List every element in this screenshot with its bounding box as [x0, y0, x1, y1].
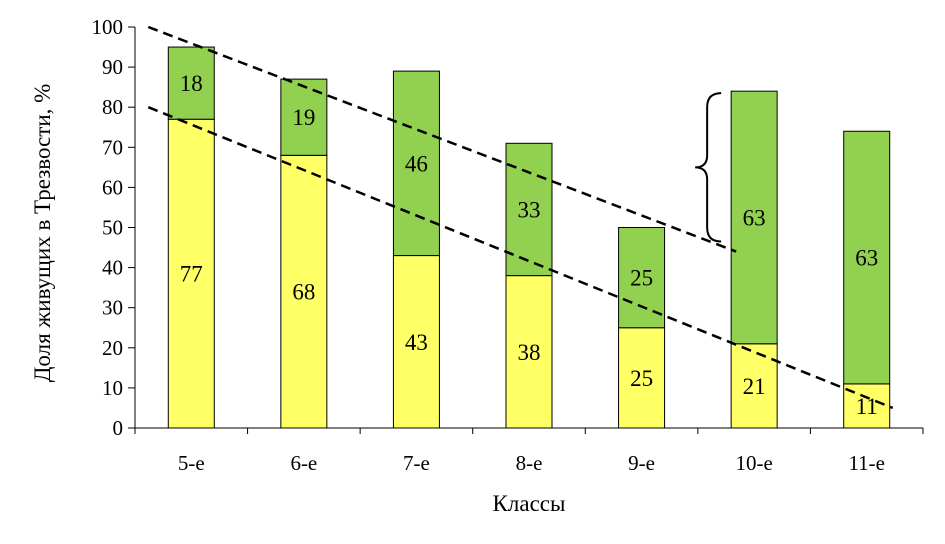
bar-value-label: 46: [405, 151, 428, 176]
bar-value-label: 21: [743, 374, 766, 399]
y-tick-label: 40: [102, 256, 123, 280]
bar-segment: [618, 327, 666, 429]
curly-brace: [695, 92, 722, 243]
annotations: [695, 92, 722, 243]
bar-segment: [730, 343, 778, 429]
y-axis-ticks: 0 10 20 30 40 50 60 70 80 90 100: [92, 15, 135, 440]
bar-segment: [618, 227, 666, 329]
x-axis-ticks: 5-е 6-е 7-е 8-е 9-е 10-е 11-е: [134, 428, 924, 475]
trend-line: [147, 25, 737, 253]
trend-line: [147, 106, 894, 410]
y-tick-label: 50: [102, 216, 123, 240]
bar-segment: [392, 255, 440, 429]
bar-value-label: 63: [855, 246, 878, 271]
x-tick-label: 11-е: [848, 451, 885, 475]
y-tick-label: 80: [102, 95, 123, 119]
bar-segment: [843, 130, 891, 385]
bar-segment: [167, 46, 215, 120]
axes: [134, 27, 923, 429]
x-axis-title: Классы: [493, 491, 566, 516]
trend-lines: [147, 25, 894, 410]
bar-value-label: 38: [518, 340, 541, 365]
bar-value-label: 77: [180, 262, 203, 287]
x-tick-label: 8-е: [516, 451, 543, 475]
bar-series: [167, 46, 891, 429]
y-tick-label: 10: [102, 376, 123, 400]
x-tick-label: 9-е: [628, 451, 655, 475]
y-tick-label: 30: [102, 296, 123, 320]
bar-value-label: 63: [743, 205, 766, 230]
x-tick-label: 6-е: [290, 451, 317, 475]
bar-value-label: 68: [292, 280, 315, 305]
bar-value-label: 18: [180, 71, 203, 96]
y-tick-label: 20: [102, 336, 123, 360]
y-tick-label: 90: [102, 55, 123, 79]
y-tick-label: 0: [113, 416, 124, 440]
y-tick-label: 70: [102, 135, 123, 159]
bar-value-label: 33: [518, 197, 541, 222]
bar-value-label: 43: [405, 330, 428, 355]
bar-data-labels: 77 18 68 19 43 46 38 33 25 25 21 63 11 63: [180, 71, 878, 419]
bar-segment: [392, 70, 440, 257]
bar-value-label: 19: [292, 105, 315, 130]
bar-value-label: 25: [630, 366, 653, 391]
y-axis-title: Доля живущих в Трезвости, %: [30, 84, 55, 383]
bar-segment: [280, 154, 328, 429]
bar-segment: [167, 118, 215, 429]
bar-segment: [730, 90, 778, 345]
x-tick-label: 7-е: [403, 451, 430, 475]
bar-value-label: 11: [856, 394, 878, 419]
bar-value-label: 25: [630, 266, 653, 291]
y-tick-label: 60: [102, 175, 123, 199]
x-tick-label: 5-е: [178, 451, 205, 475]
x-tick-label: 10-е: [735, 451, 772, 475]
y-tick-label: 100: [92, 15, 124, 39]
